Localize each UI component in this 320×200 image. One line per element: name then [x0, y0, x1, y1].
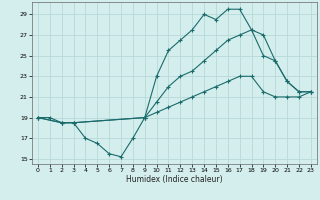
- X-axis label: Humidex (Indice chaleur): Humidex (Indice chaleur): [126, 175, 223, 184]
